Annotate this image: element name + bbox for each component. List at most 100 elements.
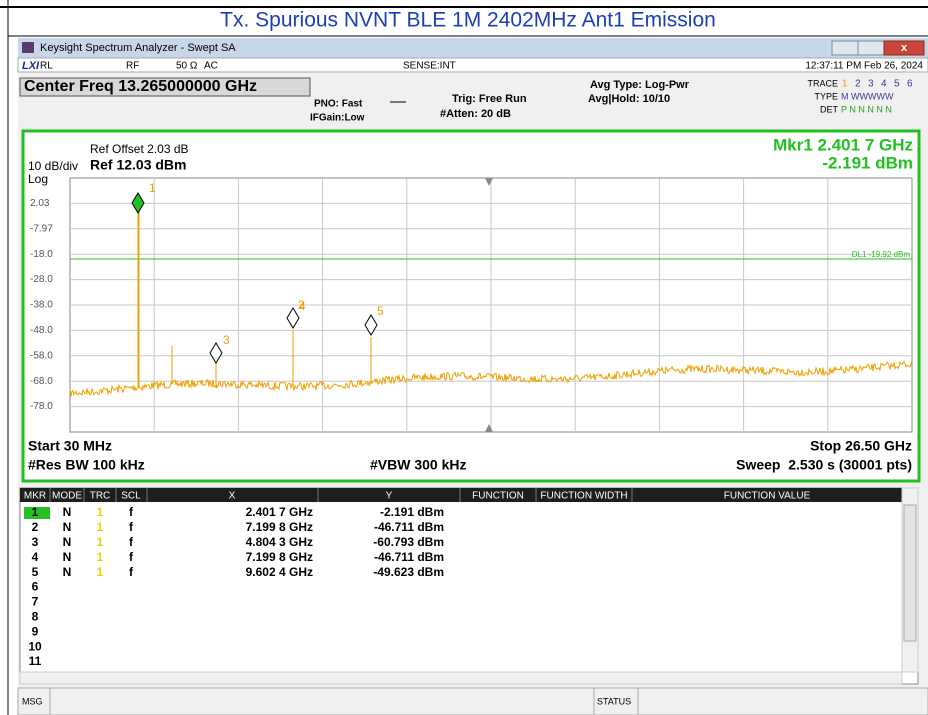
footer xyxy=(17,687,928,715)
status: STATUS xyxy=(597,696,631,706)
column-header: X xyxy=(229,491,236,502)
table-cell: 1 xyxy=(97,550,104,564)
trace-label: TRACE xyxy=(807,78,838,88)
table-cell: 1 xyxy=(32,505,39,519)
table-cell: 3 xyxy=(32,535,39,549)
table-cell: f xyxy=(129,535,134,549)
vbw: #VBW 300 kHz xyxy=(370,457,466,473)
scale: 10 dB/div xyxy=(28,159,78,173)
marker-label: 1 xyxy=(149,181,156,195)
y-label: -18.0 xyxy=(30,249,53,260)
y-label: -38.0 xyxy=(30,300,53,311)
marker-label: 5 xyxy=(377,304,384,318)
center-tick xyxy=(485,178,493,186)
table-cell: -49.623 dBm xyxy=(373,565,444,579)
marker-level: -2.191 dBm xyxy=(822,153,913,172)
trace-number: 2 xyxy=(855,79,861,90)
y-label: -7.97 xyxy=(30,223,53,234)
column-header: MODE xyxy=(52,491,82,502)
table-cell: f xyxy=(129,505,134,519)
table-cell: 8 xyxy=(32,609,39,623)
table-cell: -60.793 dBm xyxy=(373,535,444,549)
table-cell: 7.199 8 GHz xyxy=(246,520,313,534)
table-cell: f xyxy=(129,520,134,534)
table-cell: 4 xyxy=(32,550,39,564)
rbw: #Res BW 100 kHz xyxy=(28,457,145,473)
grid: 2.03 -7.97 -18.0 -28.0 -38.0 -48.0 -58.0 -68.0 -… xyxy=(30,178,912,432)
page-title: Tx. Spurious NVNT BLE 1M 2402MHz Ant1 Em… xyxy=(220,9,716,32)
y-label: -28.0 xyxy=(30,274,53,285)
y-label: -68.0 xyxy=(30,376,53,387)
trace-number: 5 xyxy=(894,79,900,90)
marker[interactable] xyxy=(286,307,300,329)
window-title: Keysight Spectrum Analyzer - Swept SA xyxy=(40,42,236,54)
table-cell: 7.199 8 GHz xyxy=(246,550,313,564)
minimize-button[interactable] xyxy=(831,40,859,56)
ref-offset: Ref Offset 2.03 dB xyxy=(90,142,189,156)
table-cell: 2.401 7 GHz xyxy=(246,505,313,519)
trace-number: 4 xyxy=(881,79,887,90)
selected-row xyxy=(24,507,50,519)
table-cell: 6 xyxy=(32,580,39,594)
h-scrollbar[interactable] xyxy=(19,671,903,685)
start-freq: Start 30 MHz xyxy=(28,438,112,454)
trace xyxy=(69,205,913,397)
table-cell: -2.191 dBm xyxy=(380,505,444,519)
table-cell: 5 xyxy=(32,565,39,579)
msg: MSG xyxy=(22,696,43,706)
table-cell: 10 xyxy=(28,639,42,653)
marker-label: 2 xyxy=(298,298,305,312)
column-header: MKR xyxy=(24,491,46,502)
display-line-label: DL1 -19.92 dBm xyxy=(852,250,911,259)
maximize-button[interactable] xyxy=(857,40,885,56)
ifgain: IFGain:Low xyxy=(310,113,365,124)
column-header: FUNCTION WIDTH xyxy=(540,491,627,502)
marker-freq: Mkr1 2.401 7 GHz xyxy=(773,135,913,154)
rf: RF xyxy=(126,61,139,72)
table-cell: N xyxy=(63,520,72,534)
type-label: TYPE xyxy=(814,91,838,101)
trace-number: 1 xyxy=(842,79,848,90)
marker-label: 4 xyxy=(299,299,306,313)
lxi-logo: LXI xyxy=(22,60,40,72)
close-button[interactable] xyxy=(883,40,925,56)
column-header: SCL xyxy=(121,491,141,502)
type-values: M WWWWW xyxy=(841,91,894,101)
pno: PNO: Fast xyxy=(314,99,363,110)
table-cell: 11 xyxy=(29,654,42,668)
marker[interactable] xyxy=(131,192,145,214)
y-label: -58.0 xyxy=(30,350,53,361)
marker[interactable] xyxy=(364,314,378,336)
table-cell: 9.602 4 GHz xyxy=(246,565,313,579)
table-cell: f xyxy=(129,565,134,579)
app-icon xyxy=(22,42,34,53)
table-cell: N xyxy=(63,505,72,519)
marker[interactable] xyxy=(209,342,223,364)
table-cell: f xyxy=(129,550,134,564)
y-label: -48.0 xyxy=(30,325,53,336)
table-cell: 9 xyxy=(32,624,39,638)
close-icon: x xyxy=(901,42,908,54)
y-label: 2.03 xyxy=(30,198,50,209)
stop-freq: Stop 26.50 GHz xyxy=(810,438,912,454)
title-bar xyxy=(18,38,928,58)
column-header: FUNCTION VALUE xyxy=(724,491,811,502)
table-header xyxy=(20,488,902,502)
avg-type: Avg Type: Log-Pwr xyxy=(590,79,690,91)
table-cell: 1 xyxy=(97,520,104,534)
table-cell: 1 xyxy=(97,505,104,519)
column-header: TRC xyxy=(90,491,111,502)
table-cell: 4.804 3 GHz xyxy=(246,535,313,549)
coupling: AC xyxy=(204,61,218,72)
scroll-thumb[interactable] xyxy=(903,504,917,642)
marker-table xyxy=(19,487,919,685)
sense: SENSE:INT xyxy=(403,61,456,72)
center-freq-box[interactable] xyxy=(19,77,311,97)
sweep: Sweep 2.530 s (30001 pts) xyxy=(736,457,912,473)
status-row xyxy=(17,57,928,73)
trace-number: 3 xyxy=(868,79,874,90)
table-cell: -46.711 dBm xyxy=(374,520,444,534)
column-header: FUNCTION xyxy=(472,491,524,502)
